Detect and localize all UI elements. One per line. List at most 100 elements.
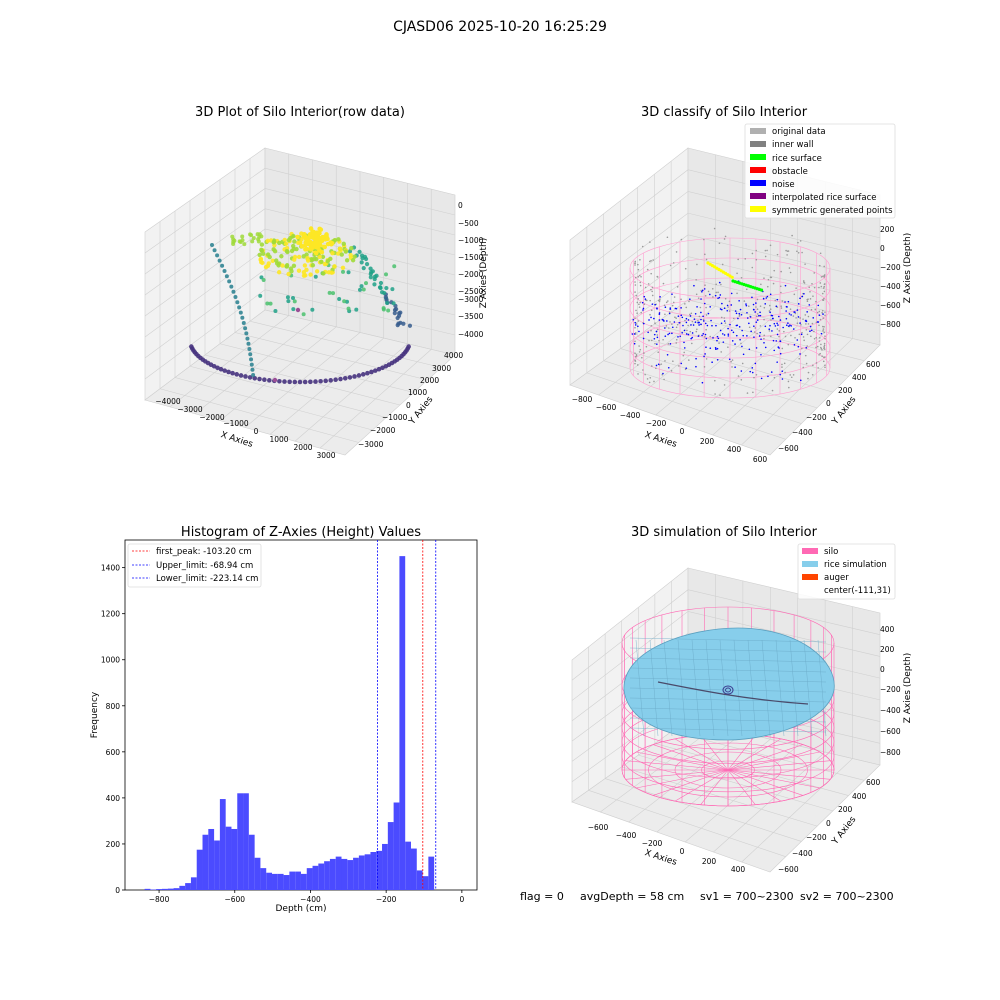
original-point (815, 346, 817, 349)
noise-point (740, 370, 743, 372)
noise-point (808, 304, 811, 306)
original-point (748, 326, 751, 329)
histogram-bar (428, 856, 435, 890)
histogram-reference-lines (377, 540, 437, 890)
gridline (244, 332, 361, 428)
original-point (724, 297, 727, 300)
figure-suptitle: CJASD06 2025-10-20 16:25:29 (393, 19, 607, 35)
rice-mesh-line (635, 639, 645, 737)
original-point (711, 287, 714, 290)
original-point (665, 301, 668, 304)
raw-point (296, 254, 302, 260)
noise-point (679, 335, 682, 338)
status-line: flag = 0 avgDepth = 58 cm sv1 = 700~2300… (520, 890, 894, 903)
raw-point (244, 331, 249, 336)
original-point (649, 313, 651, 316)
noise-point (746, 311, 748, 314)
noise-point (669, 307, 672, 309)
original-point (639, 281, 642, 284)
original-point (784, 335, 787, 338)
original-point (718, 242, 721, 245)
histogram-bar (225, 826, 232, 890)
original-point (824, 366, 826, 369)
raw-point (342, 375, 348, 381)
raw-x-tick-labels: −4000 −3000 −2000 −1000 0 1000 2000 3000 (155, 397, 335, 460)
raw-x-tick: −4000 (155, 397, 181, 406)
raw-point (359, 260, 364, 265)
raw-point (372, 276, 377, 282)
gridline (626, 312, 744, 406)
noise-point (782, 326, 784, 329)
noise-point (716, 347, 719, 350)
original-point (780, 305, 782, 307)
x-tick-label: −800 (149, 895, 170, 904)
noise-point (695, 365, 697, 368)
legend-swatch (750, 193, 766, 199)
raw-gridlines (144, 153, 456, 449)
rice-mesh-line (775, 639, 785, 737)
noise-point (656, 343, 658, 345)
raw-point (356, 373, 362, 378)
original-point (824, 311, 826, 313)
raw-point (231, 242, 236, 247)
original-point (736, 292, 738, 295)
histogram-bar (254, 857, 261, 890)
raw-x-tick: 2000 (293, 443, 312, 452)
original-point (767, 278, 770, 281)
original-point (639, 301, 641, 304)
noise-point (633, 342, 636, 345)
noise-point (694, 321, 697, 323)
original-point (650, 309, 653, 312)
raw-point (308, 226, 314, 231)
noise-point (658, 313, 661, 315)
histogram-y-axis-label: Frequency (90, 691, 100, 738)
sim-y-tick: 400 (852, 792, 867, 801)
original-point (823, 290, 826, 293)
raw-point (359, 284, 364, 289)
histogram-bar (382, 843, 388, 890)
original-point (723, 384, 726, 386)
original-point (781, 363, 783, 366)
noise-point (682, 324, 684, 327)
histogram-bar (260, 868, 267, 890)
classify-z-tick: −200 (880, 263, 901, 272)
raw-point (317, 248, 322, 253)
raw-point (294, 246, 299, 252)
raw-z-tick: 0 (458, 201, 463, 210)
histogram-bar (399, 556, 406, 890)
original-point (665, 325, 668, 327)
noise-point (749, 316, 752, 318)
histogram-title: Histogram of Z-Axies (Height) Values (181, 525, 421, 540)
noise-point (771, 314, 774, 317)
original-point (804, 263, 806, 265)
noise-point (647, 331, 649, 334)
classify-x-tick: −200 (646, 419, 667, 428)
raw-point (322, 244, 328, 250)
original-point (824, 314, 826, 317)
raw-point (268, 301, 273, 306)
histogram-bar (312, 865, 319, 890)
rice-mesh-line (817, 639, 827, 737)
histogram-bar (353, 857, 359, 890)
noise-point (710, 319, 712, 322)
raw-point (317, 242, 323, 247)
noise-point (716, 358, 719, 361)
raw-point (314, 269, 320, 274)
original-point (763, 318, 765, 321)
noise-point (777, 315, 780, 318)
rice-surface-point (760, 288, 764, 292)
original-point (787, 380, 790, 383)
noise-point (693, 318, 696, 320)
original-point (650, 324, 653, 327)
original-point (812, 364, 814, 367)
original-point (685, 306, 688, 309)
sim-z-tick: 400 (880, 625, 895, 634)
noise-point (716, 335, 719, 338)
original-point (780, 307, 783, 309)
original-point (637, 268, 640, 271)
raw-point (249, 357, 254, 362)
noise-point (759, 314, 762, 317)
raw-point (398, 320, 403, 325)
original-point (815, 300, 817, 303)
original-point (815, 362, 818, 364)
